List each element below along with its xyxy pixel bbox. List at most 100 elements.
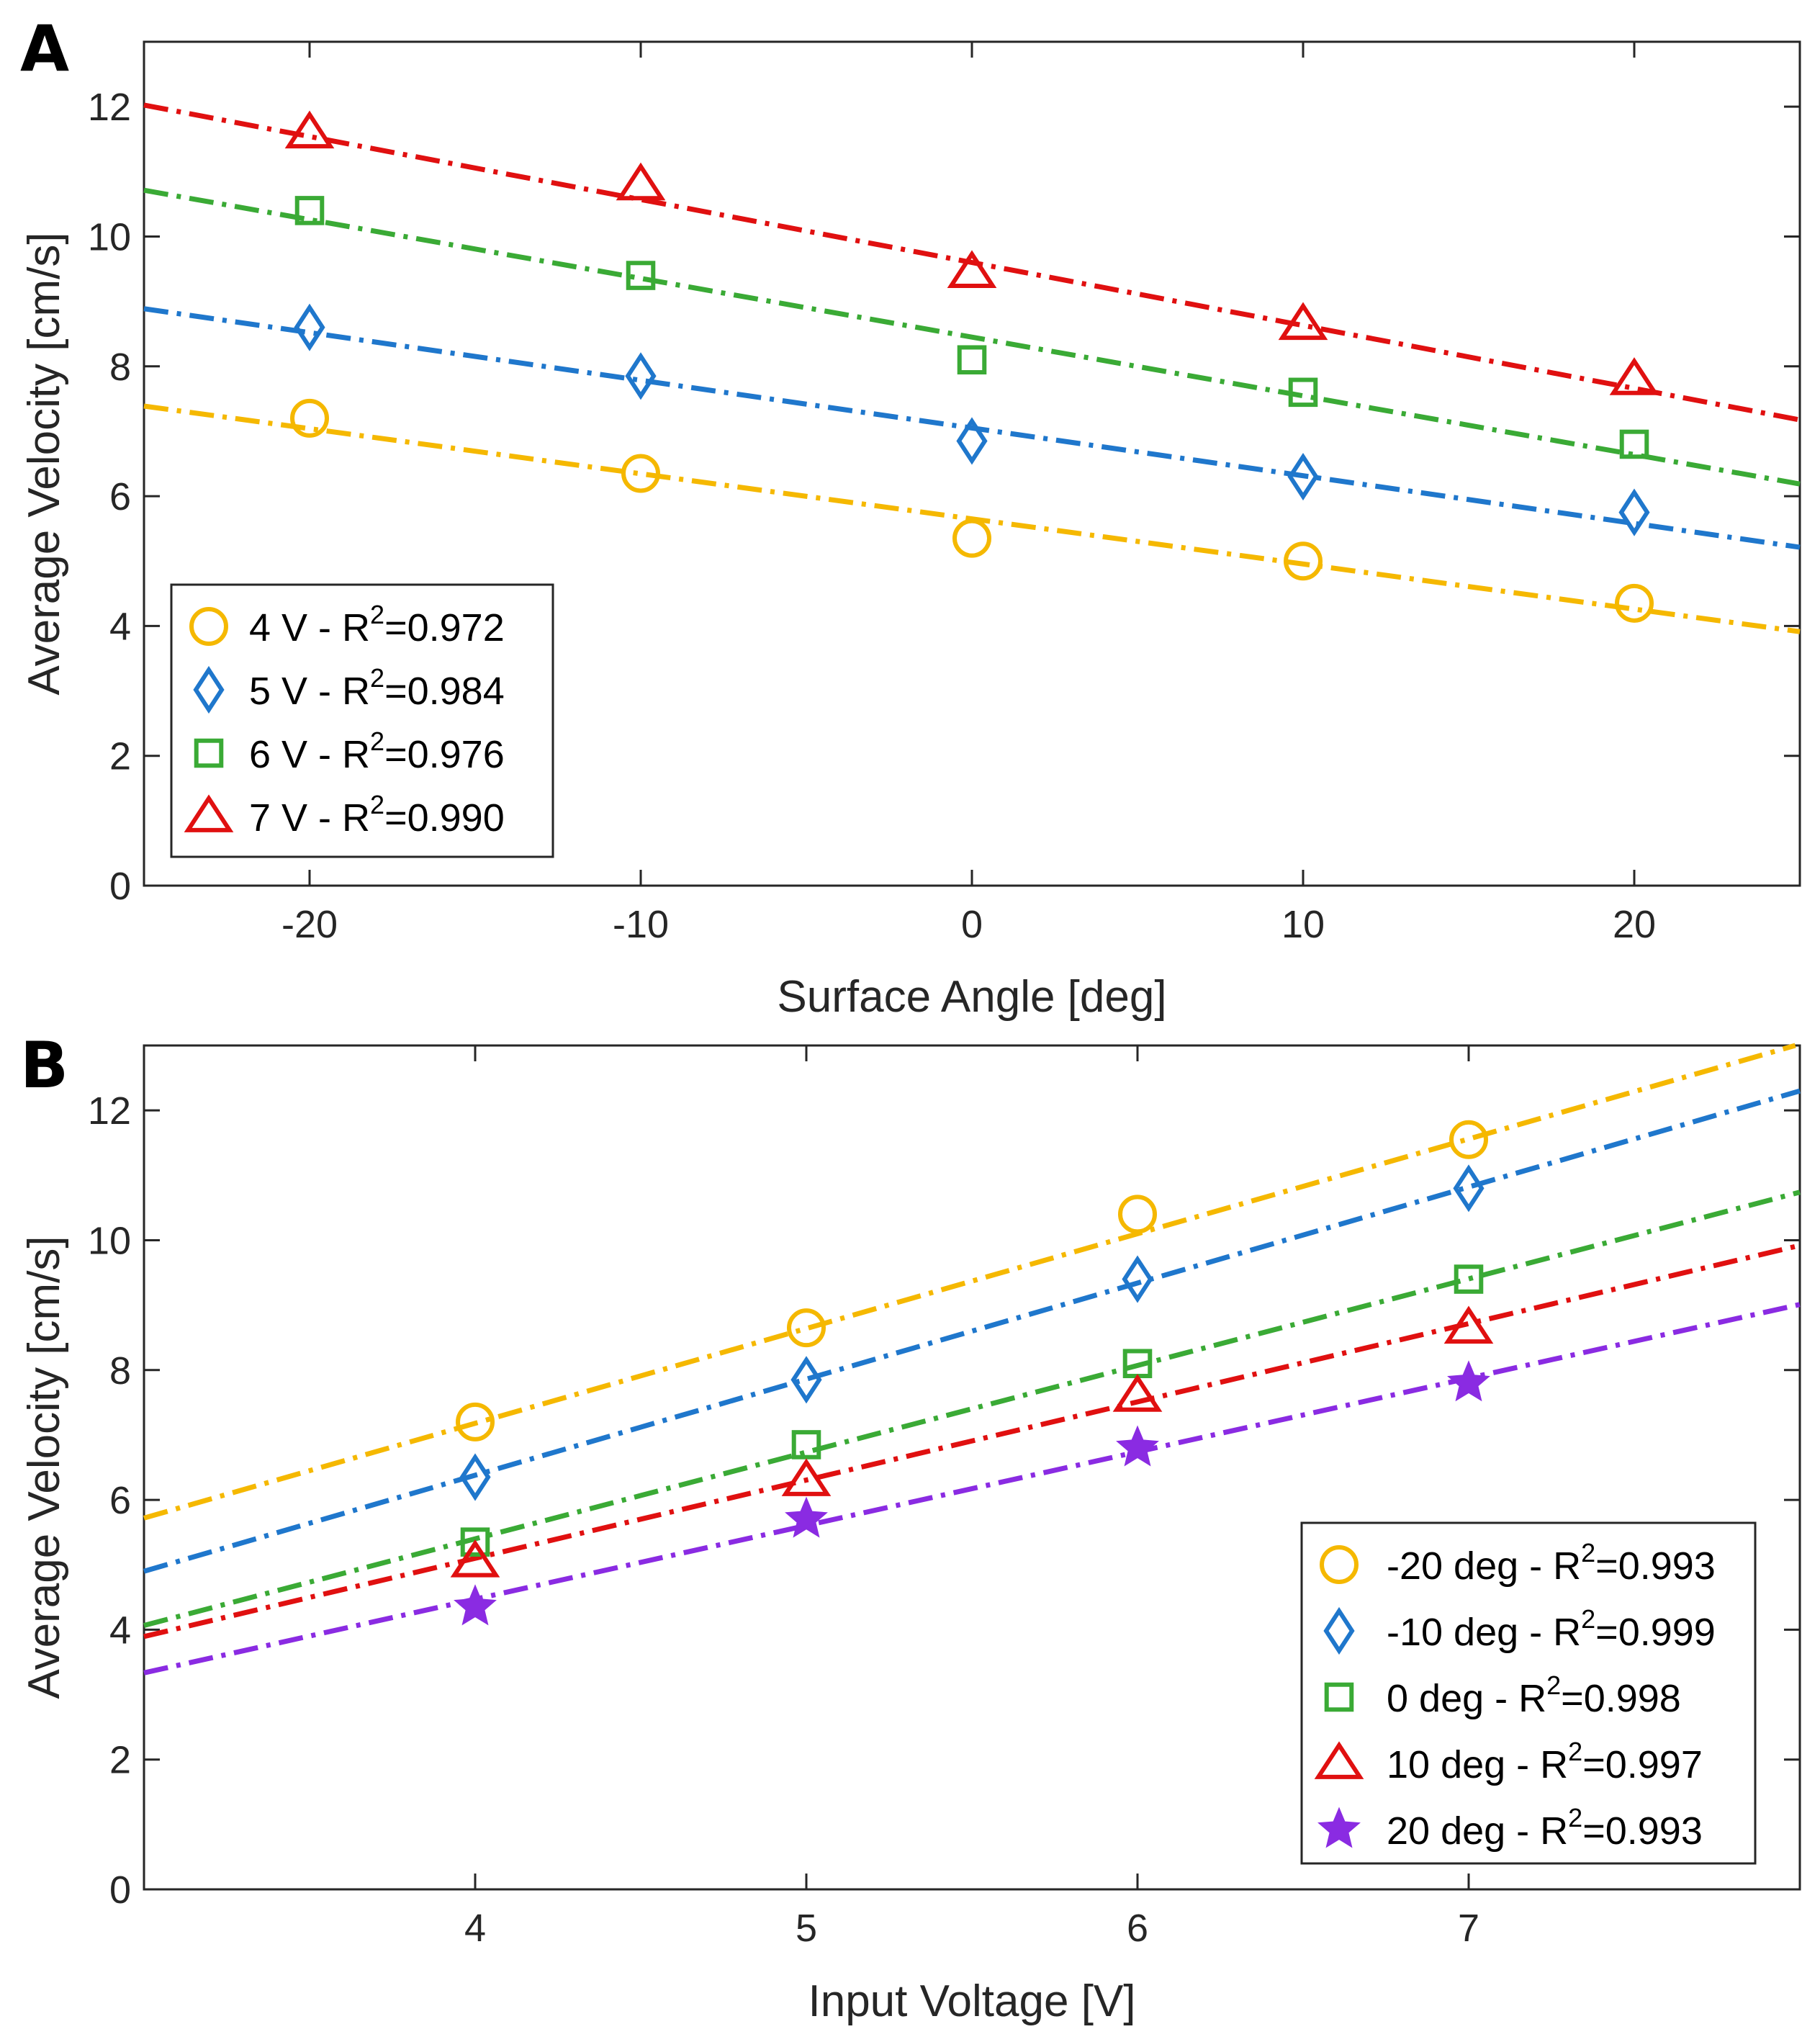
panel-b-data-point (791, 1430, 821, 1459)
panel-b-data-point (1453, 1164, 1485, 1213)
panel-a-data-point (947, 250, 997, 288)
panel-a-y-tick-label: 8 (109, 346, 131, 389)
panel-b-x-axis-title: Input Voltage [V] (808, 1976, 1135, 2026)
panel-b-data-point (1447, 1360, 1490, 1402)
panel-b-legend-label: -10 deg - R2=0.999 (1387, 1604, 1716, 1654)
panel-b-x-tick-label: 6 (1127, 1907, 1148, 1950)
panel-b-legend-marker (1314, 1741, 1364, 1779)
panel-a-legend-label: 4 V - R2=0.972 (249, 600, 505, 649)
panel-b-legend-label: -20 deg - R2=0.993 (1387, 1538, 1716, 1588)
panel-b-ticks: 4 5 6 7 0 2 4 6 8 10 12 (88, 1045, 1800, 1950)
panel-a-fit-line-6-V (143, 187, 1801, 487)
panel-b-chart: B 4 5 6 7 0 2 4 6 8 10 12 Input Voltage [V] Averag… (19, 1028, 1801, 2026)
panel-b-data-point (785, 1496, 828, 1538)
panel-a-legend-marker (193, 665, 225, 714)
panel-b-data-point (450, 1539, 500, 1578)
panel-b-y-tick-label: 0 (109, 1868, 131, 1912)
panel-a-data-point (1278, 302, 1328, 341)
panel-a-fit-line-7-V (143, 102, 1801, 423)
panel-a-data-point (1287, 452, 1319, 501)
panel-b-x-tick-label: 5 (796, 1907, 817, 1950)
panel-a-legend-marker (184, 794, 234, 832)
panel-a-fit-line-4-V (143, 403, 1801, 634)
panel-b-fit-line-20-deg (143, 1302, 1801, 1676)
panel-b-data-point (1443, 1305, 1494, 1344)
panel-a-fit-line-5-V (143, 306, 1801, 550)
panel-b-legend-label: 20 deg - R2=0.993 (1387, 1803, 1703, 1853)
panel-a-y-axis-title: Average Velocity [cm/s] (19, 232, 69, 695)
panel-b-data-point (1116, 1425, 1159, 1467)
panel-a-legend-box (170, 583, 554, 858)
panel-a-legend-label: 7 V - R2=0.990 (249, 790, 505, 840)
panel-b-fit-lines (143, 1043, 1801, 1676)
panel-a-data-point (621, 454, 660, 493)
panel-b-legend-marker (1324, 1682, 1354, 1712)
panel-a-y-tick-label: 0 (109, 865, 131, 908)
panel-a-data-point (294, 303, 325, 351)
panel-a-y-tick-label: 2 (109, 735, 131, 778)
panel-a-y-tick-label: 10 (88, 215, 131, 258)
panel-a-y-tick-label: 12 (88, 86, 131, 129)
panel-a-ticks: -20 -10 0 10 20 0 2 4 6 8 10 12 (88, 42, 1800, 946)
panel-a-x-axis-title: Surface Angle [deg] (777, 972, 1166, 1022)
panel-a-y-tick-label: 4 (109, 605, 131, 648)
panel-a-data-point (616, 162, 666, 201)
panel-b-markers (450, 1120, 1494, 1626)
panel-b-data-point (1112, 1374, 1163, 1412)
panel-b-y-tick-label: 4 (109, 1609, 131, 1652)
panel-a-data-point (294, 196, 325, 225)
panel-b-data-point (1122, 1255, 1153, 1303)
panel-a-x-tick-label: -10 (613, 903, 669, 946)
panel-b-fit-line-0-deg (143, 1189, 1801, 1628)
panel-b-data-point (454, 1584, 497, 1626)
panel-b-legend: -20 deg - R2=0.993 -10 deg - R2=0.999 0 de… (1300, 1521, 1757, 1865)
panel-a-chart: A -20 -10 0 10 20 0 2 4 6 8 10 12 Surface Angle [de… (19, 12, 1801, 1022)
panel-b-data-point (1454, 1264, 1484, 1294)
panel-b-legend-label: 10 deg - R2=0.997 (1387, 1737, 1703, 1786)
panel-b-x-tick-label: 7 (1458, 1907, 1479, 1950)
panel-b-data-point (1449, 1120, 1488, 1159)
panel-b-fit-line--10-deg (143, 1088, 1801, 1574)
panel-a-data-point (625, 352, 657, 400)
panel-a-legend: 4 V - R2=0.972 5 V - R2=0.984 6 V - R2=0.9… (170, 583, 554, 858)
panel-a-x-tick-label: 0 (961, 903, 983, 946)
panel-b-y-tick-label: 2 (109, 1739, 131, 1782)
panel-a-x-tick-label: -20 (281, 903, 338, 946)
panel-b-data-point (781, 1458, 832, 1496)
panel-b-fit-line--20-deg (143, 1043, 1796, 1521)
panel-a-data-point (626, 261, 656, 290)
panel-a-legend-marker (194, 738, 224, 768)
panel-a-y-tick-label: 6 (109, 475, 131, 518)
panel-b-legend-marker (1320, 1545, 1359, 1584)
panel-a-data-point (1615, 583, 1654, 623)
panel-a-data-point (957, 345, 987, 375)
panel-a-legend-label: 6 V - R2=0.976 (249, 727, 505, 776)
panel-a-data-point (1618, 488, 1650, 536)
panel-a-markers (284, 110, 1659, 623)
panel-a-data-point (956, 417, 988, 465)
panel-b-x-tick-label: 4 (464, 1907, 486, 1950)
panel-b-legend-marker (1317, 1807, 1361, 1848)
panel-a-legend-marker (189, 607, 228, 646)
panel-a-data-point (290, 398, 329, 438)
panel-b-fit-line-10-deg (143, 1243, 1801, 1640)
panel-b-data-point (460, 1527, 490, 1557)
panel-b-letter: B (20, 1028, 68, 1102)
panel-a-data-point (952, 518, 991, 558)
panel-a-fit-lines (143, 102, 1801, 634)
panel-a-data-point (1284, 541, 1323, 581)
panel-b-legend-marker (1323, 1606, 1355, 1655)
panel-b-y-tick-label: 8 (109, 1349, 131, 1393)
panel-b-y-tick-label: 10 (88, 1219, 131, 1262)
panel-a-data-point (1619, 429, 1649, 459)
panel-b-data-point (459, 1453, 491, 1501)
panel-b-y-tick-label: 6 (109, 1479, 131, 1522)
panel-a-data-point (1288, 377, 1318, 408)
panel-b-data-point (787, 1308, 826, 1348)
panel-a-x-tick-label: 20 (1613, 903, 1656, 946)
panel-b-legend-box (1300, 1521, 1757, 1865)
panel-b-data-point (790, 1356, 822, 1404)
panel-a-letter: A (20, 12, 69, 86)
panel-b-legend-label: 0 deg - R2=0.998 (1387, 1670, 1681, 1720)
